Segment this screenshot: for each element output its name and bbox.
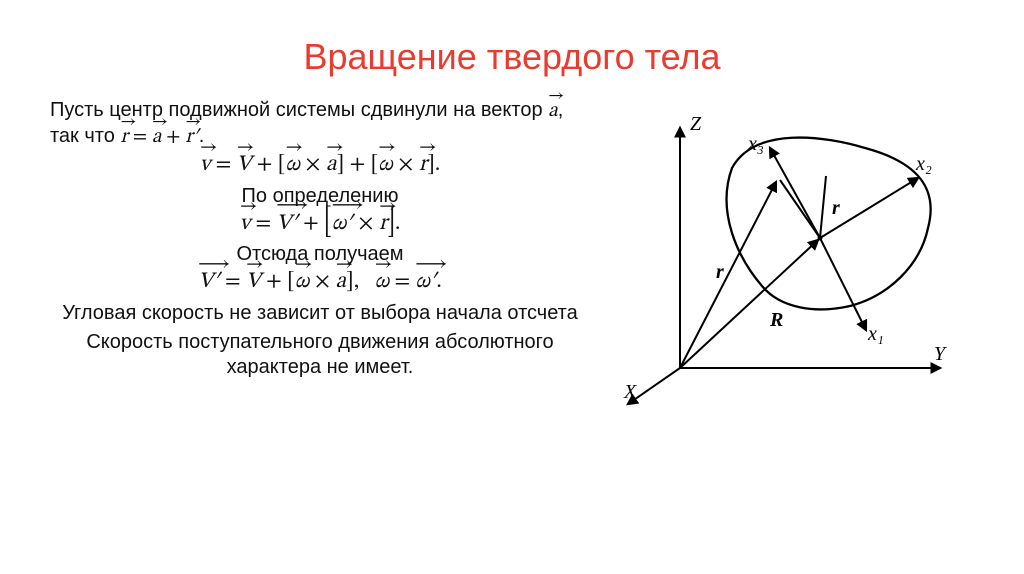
R-label: R [769, 309, 783, 331]
R-vector [680, 240, 818, 368]
diagram-column: Z Y X R r⃗ r x₃ [590, 98, 994, 413]
conclusion-1: Угловая скорость не зависит от выбора на… [50, 301, 590, 326]
label-hence: Отсюда получаем [50, 242, 590, 267]
equation-2-block: v = V′ + [ω′ × r]. [50, 211, 590, 239]
x-axis-label: X [623, 381, 637, 403]
text-column: Пусть центр подвижной системы сдвинули н… [50, 98, 590, 384]
eq-r-a-rprime: r = a + r′ [120, 127, 198, 147]
x1-axis [820, 238, 866, 330]
vector-a: a [548, 101, 558, 121]
z-axis-label: Z [690, 113, 702, 135]
equation-1: v = V + [ω × a] + [ω × r]. [50, 152, 590, 180]
r-to-x3 [780, 180, 820, 238]
x3-axis [770, 148, 820, 238]
intro-paragraph: Пусть центр подвижной системы сдвинули н… [50, 98, 590, 150]
y-axis-label: Y [934, 343, 947, 365]
equation-1-block: v = V + [ω × a] + [ω × r]. [50, 152, 590, 180]
equation-3: V′ = V + [ω × a], ω = ω′. [50, 269, 590, 297]
x3-label: x₃ [747, 133, 764, 155]
rigid-body-diagram: Z Y X R r⃗ r x₃ [620, 108, 960, 408]
x2-label: x₂ [915, 153, 932, 175]
small-r-line [820, 176, 826, 238]
content-row: Пусть центр подвижной системы сдвинули н… [0, 98, 1024, 413]
equation-3-block: V′ = V + [ω × a], ω = ω′. [50, 269, 590, 297]
small-r-label: r [832, 197, 840, 219]
page-title: Вращение твердого тела [0, 0, 1024, 98]
rigid-body-outline [727, 138, 931, 310]
conclusion-2: Скорость поступательного движения абсолю… [50, 330, 590, 380]
r-tot-label: r⃗ [716, 261, 739, 283]
equation-2: v = V′ + [ω′ × r]. [50, 211, 590, 239]
label-by-definition: По определению [50, 184, 590, 209]
x1-label: x₁ [867, 323, 884, 345]
